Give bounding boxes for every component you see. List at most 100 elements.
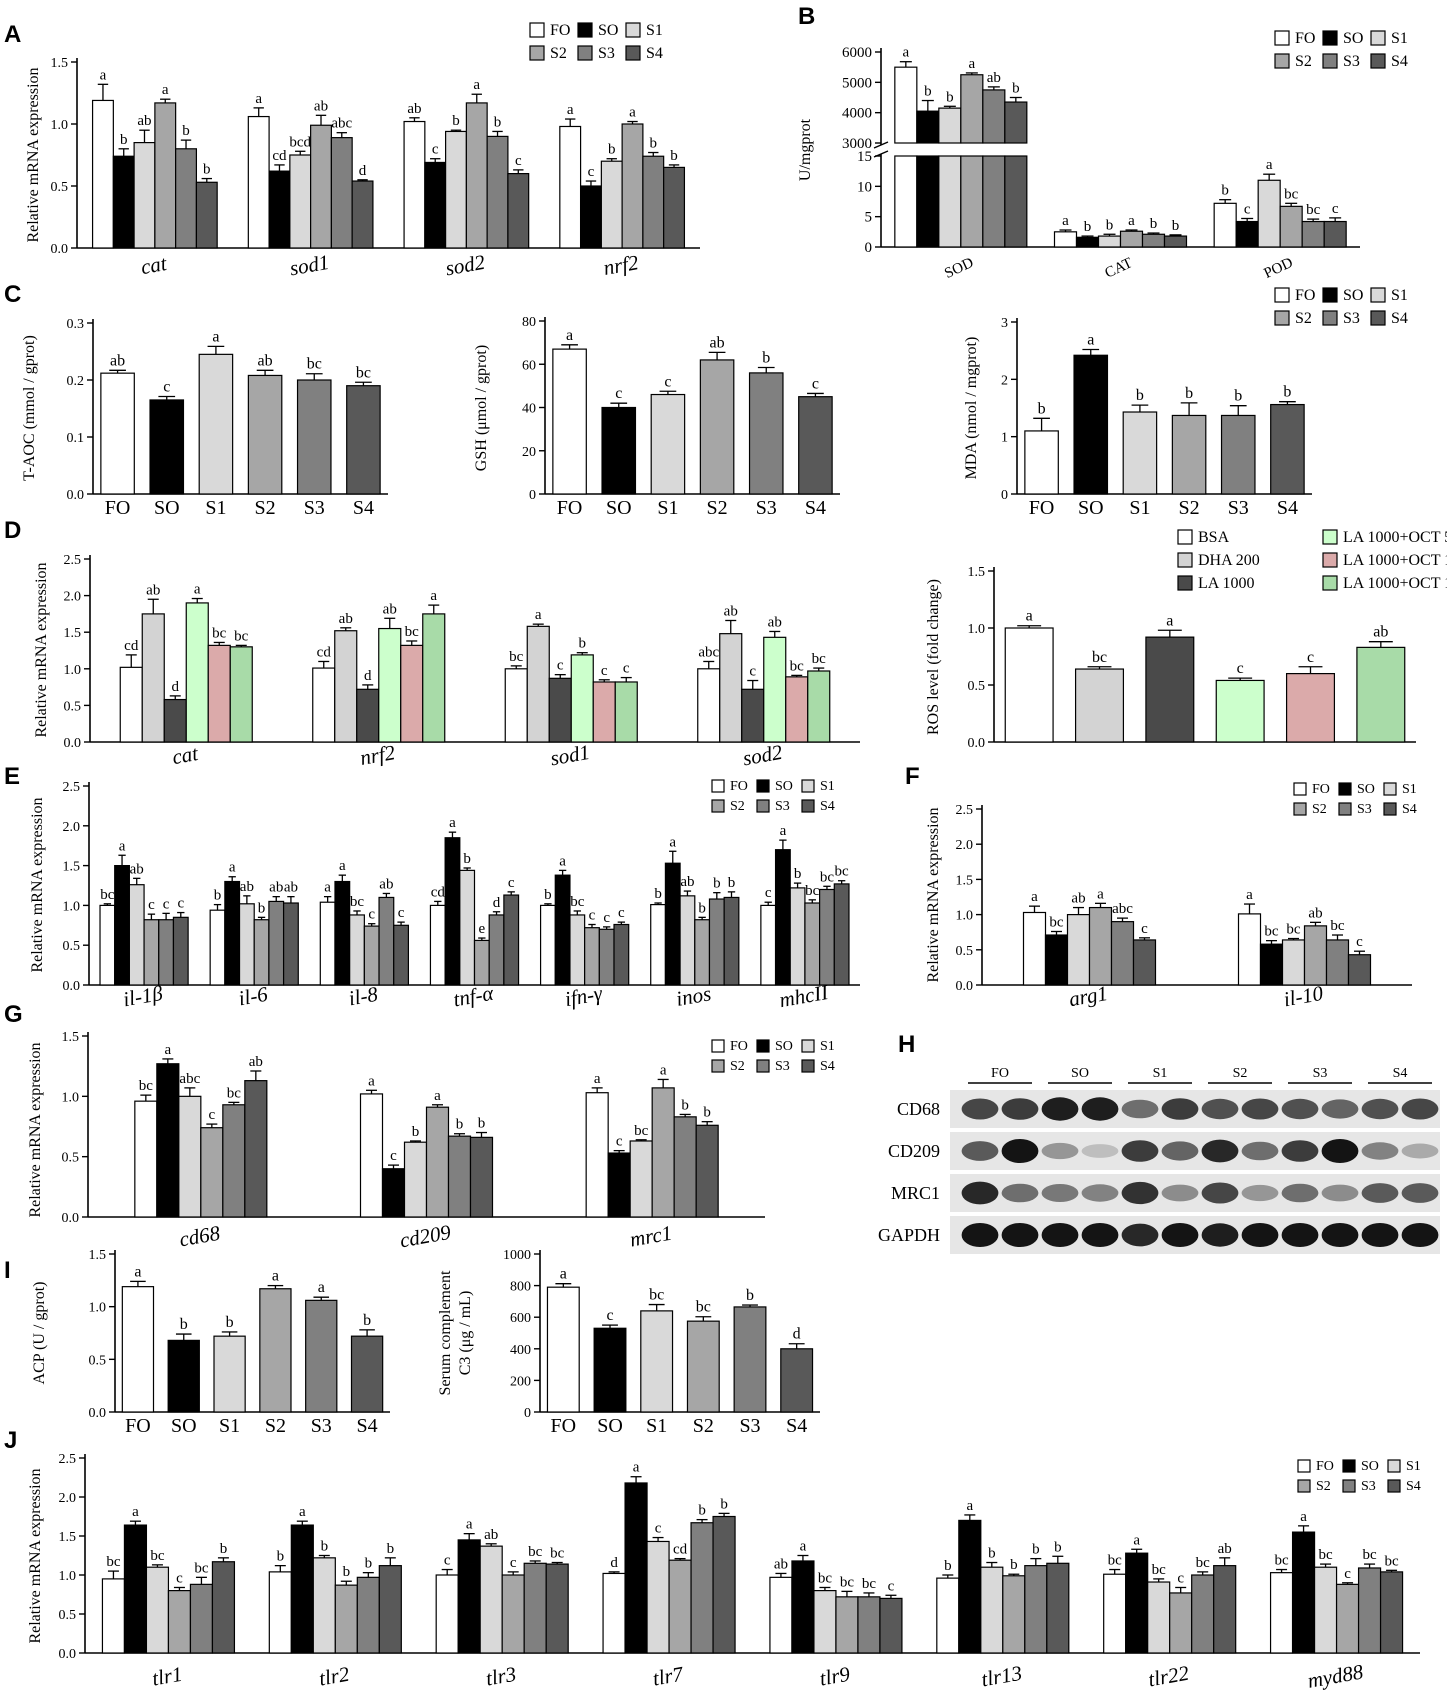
significance-label: bc	[1196, 1555, 1211, 1571]
y-axis-label: Relative mRNA expression	[27, 1468, 44, 1643]
category-label: FO	[125, 1415, 151, 1437]
legend-label: S3	[598, 45, 615, 62]
bar	[1279, 205, 1303, 248]
bar	[819, 888, 835, 986]
bar	[697, 668, 721, 743]
legend-label: S3	[1361, 1479, 1376, 1494]
category-label: S3	[1228, 497, 1249, 519]
blot-band	[1401, 1143, 1439, 1159]
category-label: tlr13	[979, 1661, 1023, 1692]
bar	[356, 688, 380, 743]
bar	[141, 613, 165, 743]
significance-label: b	[1084, 219, 1092, 235]
significance-label: c	[1237, 660, 1244, 677]
bar	[570, 654, 594, 743]
category-label: SO	[154, 497, 180, 519]
significance-label: b	[1172, 218, 1180, 234]
bar	[1147, 1581, 1171, 1654]
significance-label: a	[466, 1517, 473, 1533]
bar	[1285, 672, 1336, 743]
y-tick-label: 0.5	[62, 1151, 80, 1166]
category-label: il-8	[347, 982, 380, 1011]
bar	[312, 667, 336, 743]
legend-swatch	[756, 1039, 770, 1053]
significance-label: c	[588, 164, 595, 180]
bar	[334, 880, 351, 986]
significance-label: a	[1128, 213, 1135, 229]
significance-label: b	[363, 1312, 371, 1329]
bar	[651, 1087, 675, 1218]
blot-band	[1081, 1097, 1119, 1121]
bar	[445, 130, 467, 249]
significance-label: ab	[379, 876, 393, 892]
significance-label: b	[924, 84, 932, 100]
bar-upper	[894, 66, 918, 144]
bar	[663, 166, 686, 249]
significance-label: bc	[106, 1554, 121, 1570]
significance-label: a	[449, 815, 456, 831]
blot-band	[1241, 1223, 1279, 1247]
significance-label: b	[456, 1117, 464, 1133]
legend-swatch	[1322, 53, 1338, 69]
bar	[1044, 934, 1069, 986]
significance-label: a	[100, 67, 107, 83]
category-label: tlr3	[484, 1662, 518, 1691]
bar	[1215, 679, 1265, 743]
legend-label: S1	[1391, 30, 1408, 47]
y-tick-label: 0.3	[67, 317, 85, 332]
significance-label: b	[670, 148, 678, 164]
blot-band	[1001, 1098, 1039, 1120]
bar	[640, 1310, 674, 1413]
y-tick-label: 1.5	[63, 860, 81, 875]
significance-label: a	[368, 1073, 375, 1089]
legend-label: SO	[1361, 1459, 1379, 1474]
blot-band	[1401, 1183, 1439, 1203]
y-tick-label: 2.0	[63, 820, 81, 835]
legend-label: LA 1000	[1198, 575, 1254, 592]
bar	[334, 630, 358, 743]
legend-label: S3	[1343, 53, 1360, 70]
bar	[936, 1577, 960, 1654]
bar	[1356, 646, 1406, 743]
y-tick-label: 200	[510, 1374, 531, 1389]
blot-band	[1121, 1181, 1159, 1205]
bar	[1122, 411, 1158, 495]
bar	[400, 644, 424, 743]
significance-label: b	[452, 113, 460, 129]
bar	[1220, 414, 1256, 495]
category-label: mrc1	[628, 1221, 674, 1252]
y-tick-label: 0.0	[67, 488, 85, 503]
bar	[175, 148, 198, 249]
bar	[835, 1596, 859, 1654]
significance-label: c	[368, 907, 375, 923]
blot-group-label: S4	[1393, 1066, 1408, 1081]
blot-band	[1201, 1098, 1239, 1120]
significance-label: abc	[1112, 901, 1133, 917]
y-tick-label: 0.0	[59, 1647, 77, 1662]
significance-label: a	[800, 1539, 807, 1555]
bar	[1270, 403, 1305, 495]
legend-label: S4	[1391, 310, 1408, 327]
significance-label: b	[1283, 384, 1291, 401]
y-tick-label: 6000	[842, 45, 872, 61]
bar	[1323, 220, 1347, 248]
bar	[290, 1524, 314, 1654]
legend-swatch	[801, 1059, 815, 1073]
significance-label: ab	[710, 334, 725, 351]
bar	[593, 1327, 627, 1413]
bar	[958, 1519, 982, 1654]
bar	[465, 102, 488, 249]
bar	[763, 636, 787, 743]
blot-band	[1121, 1099, 1159, 1119]
bar-upper	[982, 89, 1006, 144]
y-tick-label: 5	[865, 210, 873, 226]
legend-label: FO	[730, 1039, 748, 1054]
legend-label: S3	[1357, 802, 1372, 817]
significance-label: bc	[307, 356, 322, 373]
category-label: FO	[1029, 497, 1055, 519]
bar	[614, 681, 638, 743]
panel-letter: G	[4, 1001, 23, 1028]
bar	[789, 887, 806, 986]
legend-swatch	[1387, 1479, 1401, 1493]
legend-label: S1	[646, 22, 663, 39]
